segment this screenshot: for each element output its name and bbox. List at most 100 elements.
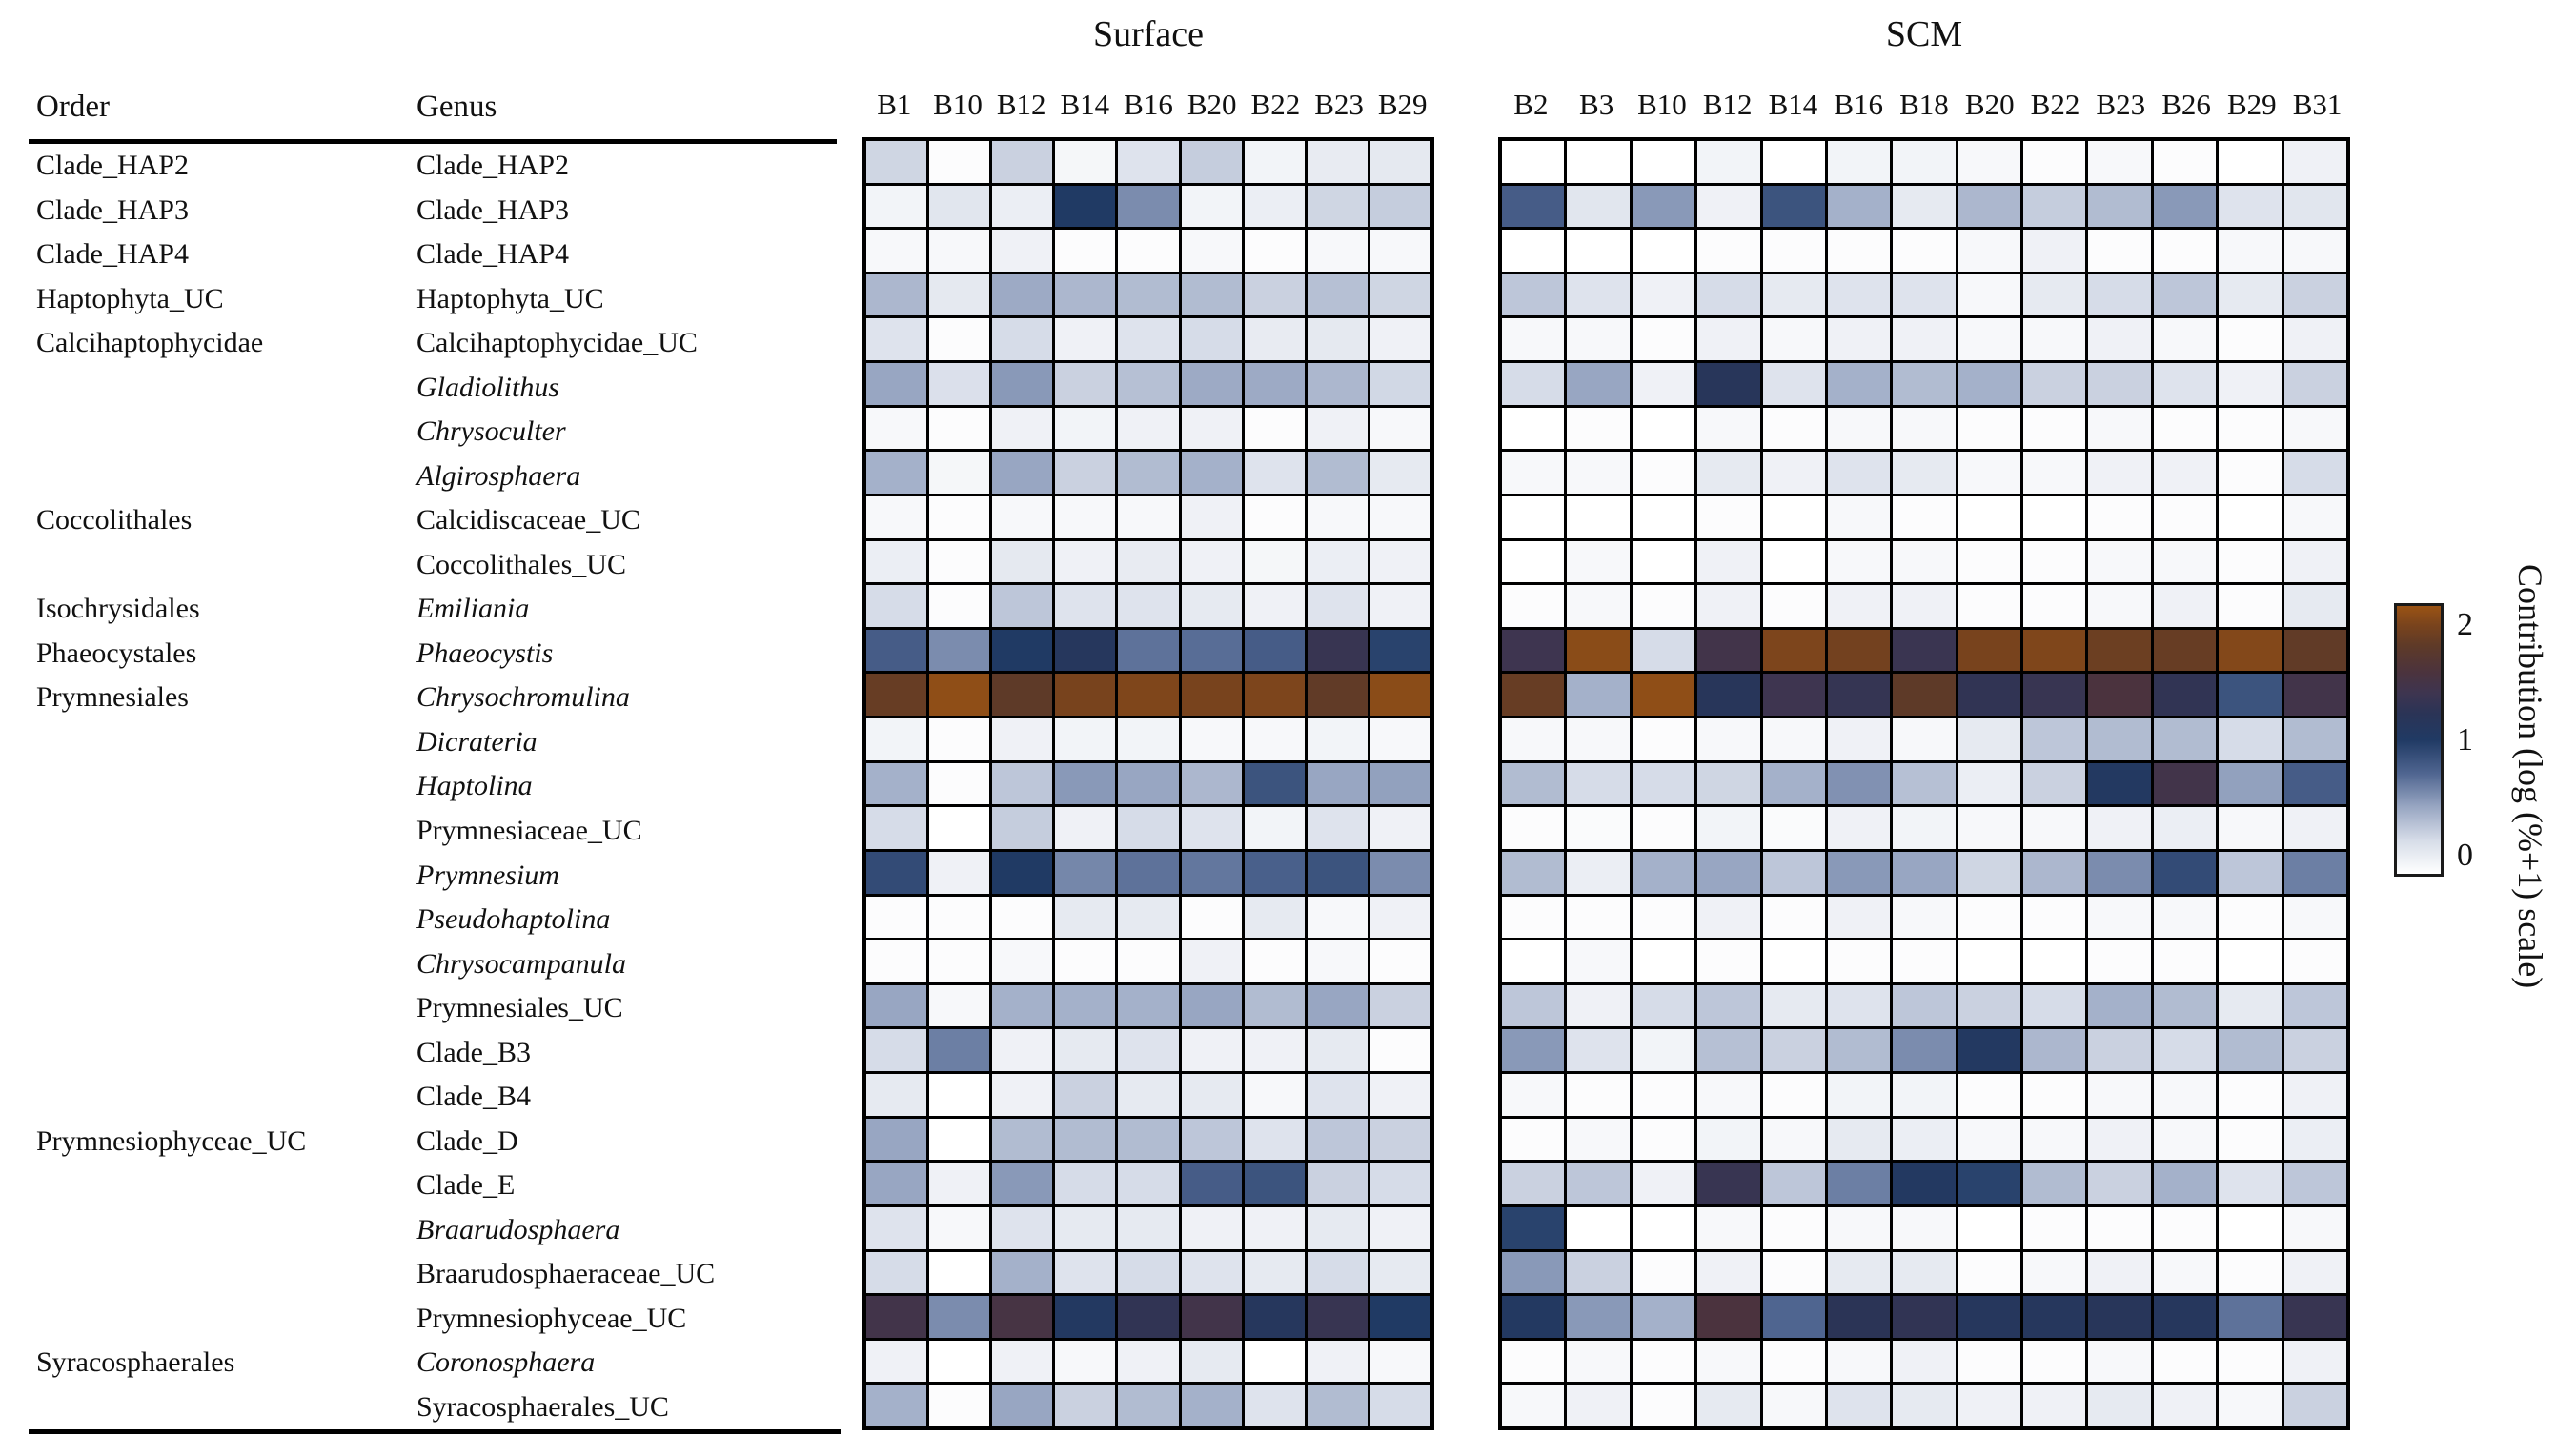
heatmap-cell: [1762, 540, 1825, 583]
heatmap-cell: [1827, 1029, 1891, 1072]
heatmap-cell: [2283, 1340, 2346, 1383]
station-header-b14: B14: [1060, 88, 1110, 121]
heatmap-cell: [1055, 807, 1116, 849]
heatmap-cell: [1369, 762, 1430, 805]
heatmap-cell: [2023, 896, 2086, 939]
heatmap-cell: [1762, 851, 1825, 894]
heatmap-cell: [1502, 1340, 1565, 1383]
heatmap-cell: [1827, 1163, 1891, 1204]
heatmap-cell: [2153, 1251, 2217, 1294]
heatmap-cell: [1893, 1296, 1956, 1338]
heatmap-cell: [1697, 1029, 1760, 1072]
heatmap-cell: [929, 984, 990, 1027]
heatmap-cell: [1118, 452, 1179, 494]
order-label: Clade_HAP4: [36, 238, 189, 271]
heatmap-cell: [1958, 984, 2021, 1027]
heatmap-cell: [1244, 230, 1305, 272]
heatmap-cell: [1567, 1340, 1630, 1383]
heatmap-cell: [2023, 1385, 2086, 1426]
heatmap-cell: [866, 851, 927, 894]
heatmap-cell: [1118, 363, 1179, 405]
heatmap-cell: [1307, 318, 1368, 361]
heatmap-cell: [2153, 629, 2217, 672]
heatmap-cell: [1244, 851, 1305, 894]
heatmap-cell: [1502, 585, 1565, 627]
heatmap-cell: [1958, 452, 2021, 494]
heatmap-cell: [1502, 318, 1565, 361]
heatmap-cell: [1055, 452, 1116, 494]
heatmap-cell: [1827, 718, 1891, 760]
heatmap-cell: [1827, 674, 1891, 717]
heatmap-cell: [929, 1118, 990, 1161]
heatmap-cell: [1567, 1074, 1630, 1116]
heatmap-cell: [1307, 1296, 1368, 1338]
heatmap-cell: [1958, 273, 2021, 316]
heatmap-cell: [866, 407, 927, 450]
heatmap-cell: [1893, 851, 1956, 894]
heatmap-cell: [1307, 718, 1368, 760]
heatmap-cell: [1762, 452, 1825, 494]
heatmap-cell: [1369, 318, 1430, 361]
heatmap-cell: [1762, 141, 1825, 183]
heatmap-cell: [929, 273, 990, 316]
heatmap-cell: [1827, 896, 1891, 939]
heatmap-cell: [2023, 1029, 2086, 1072]
heatmap-cell: [2219, 230, 2282, 272]
heatmap-cell: [1055, 273, 1116, 316]
heatmap-cell: [1632, 495, 1695, 538]
heatmap-cell: [929, 540, 990, 583]
heatmap-cell: [1893, 896, 1956, 939]
heatmap-cell: [866, 940, 927, 982]
heatmap-cell: [1307, 1163, 1368, 1204]
heatmap-cell: [1762, 273, 1825, 316]
heatmap-cell: [1118, 1296, 1179, 1338]
heatmap-cell: [1118, 1385, 1179, 1426]
heatmap-cell: [1632, 363, 1695, 405]
heatmap-cell: [1369, 407, 1430, 450]
heatmap-cell: [992, 1251, 1053, 1294]
genus-column-header: Genus: [416, 90, 497, 124]
heatmap-cell: [1893, 1206, 1956, 1249]
heatmap-cell: [866, 1118, 927, 1161]
heatmap-cell: [1181, 807, 1242, 849]
heatmap-cell: [1697, 718, 1760, 760]
heatmap-cell: [866, 1385, 927, 1426]
heatmap-cell: [2219, 540, 2282, 583]
taxon-row: Chrysoculter: [0, 410, 848, 455]
heatmap-cell: [1502, 718, 1565, 760]
heatmap-cell: [1118, 1118, 1179, 1161]
heatmap-cell: [1055, 1118, 1116, 1161]
heatmap-cell: [1307, 1385, 1368, 1426]
heatmap-cell: [1893, 273, 1956, 316]
heatmap-cell: [1181, 1251, 1242, 1294]
heatmap-cell: [1369, 1296, 1430, 1338]
heatmap-cell: [1181, 896, 1242, 939]
heatmap-cell: [1632, 452, 1695, 494]
heatmap-cell: [1118, 141, 1179, 183]
order-column-header: Order: [36, 90, 110, 124]
heatmap-cell: [1118, 540, 1179, 583]
heatmap-cell: [2023, 495, 2086, 538]
heatmap-cell: [1369, 452, 1430, 494]
heatmap-cell: [1632, 407, 1695, 450]
genus-label: Clade_HAP2: [416, 150, 569, 182]
heatmap-cell: [1502, 1385, 1565, 1426]
heatmap-cell: [1893, 1029, 1956, 1072]
heatmap-cell: [866, 896, 927, 939]
heatmap-cell: [1118, 495, 1179, 538]
heatmap-cell: [1181, 762, 1242, 805]
heatmap-cell: [929, 851, 990, 894]
heatmap-cell: [2153, 495, 2217, 538]
heatmap-cell: [1893, 495, 1956, 538]
heatmap-cell: [1893, 1163, 1956, 1204]
heatmap-cell: [2023, 1118, 2086, 1161]
heatmap-cell: [1632, 1251, 1695, 1294]
heatmap-cell: [2153, 273, 2217, 316]
heatmap-cell: [1762, 185, 1825, 228]
heatmap-cell: [929, 762, 990, 805]
colorbar-tick-0: 0: [2457, 838, 2473, 873]
heatmap-cell: [1958, 141, 2021, 183]
heatmap-cell: [1762, 407, 1825, 450]
heatmap-cell: [1827, 185, 1891, 228]
taxon-row: Braarudosphaera: [0, 1207, 848, 1252]
